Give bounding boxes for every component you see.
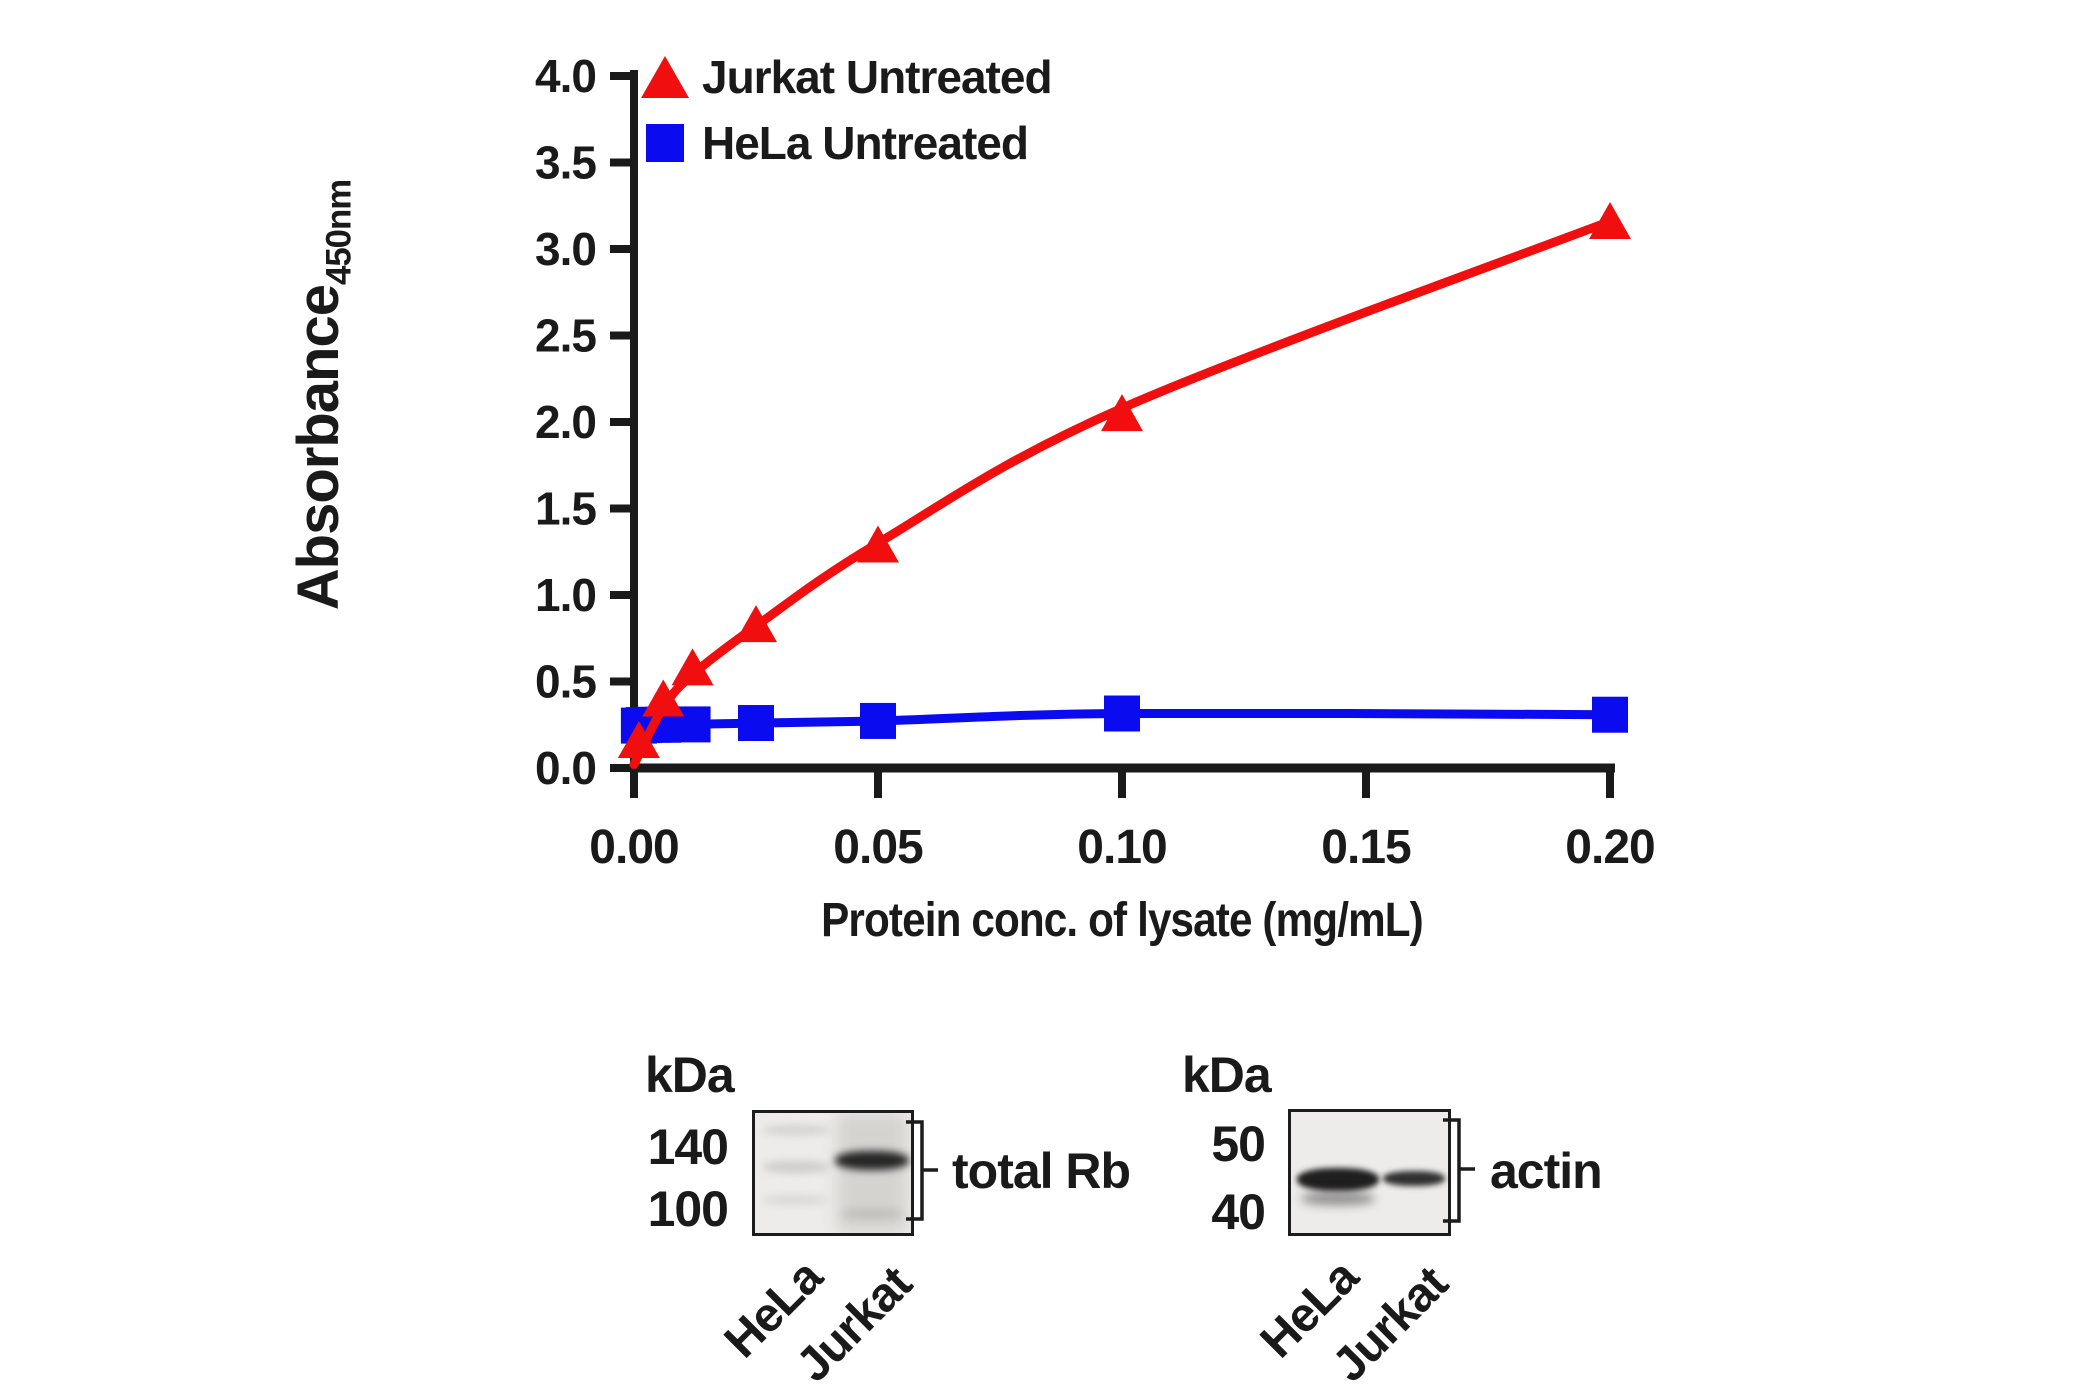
data-point-square — [738, 705, 774, 742]
data-point-square — [1592, 696, 1628, 733]
x-tick-label: 0.10 — [1077, 821, 1166, 874]
data-point-square — [1104, 695, 1140, 732]
data-point-triangle — [671, 648, 714, 686]
legend-marker-box — [640, 124, 690, 162]
jurkat-lane-shading — [837, 1113, 907, 1233]
mw-marker-100: 100 — [647, 1181, 729, 1237]
y-axis-title-subscript: 450nm — [319, 179, 359, 286]
target-label-total-rb: total Rb — [952, 1143, 1131, 1199]
data-point-triangle — [735, 605, 777, 643]
data-point-triangle — [1589, 202, 1631, 240]
y-axis-title: Absorbance450nm — [285, 135, 375, 655]
mw-marker-50: 50 — [1211, 1116, 1266, 1172]
legend-label-hela: HeLa Untreated — [702, 117, 1029, 169]
y-tick-label: 1.0 — [535, 569, 596, 621]
triangle-marker-icon — [641, 56, 689, 98]
square-marker-icon — [646, 124, 684, 162]
y-axis-title-text: Absorbance — [286, 285, 351, 611]
y-tick-label: 3.5 — [535, 137, 596, 189]
legend-entry-jurkat: Jurkat Untreated — [640, 46, 1053, 108]
data-point-square — [860, 702, 896, 739]
kda-header-left: kDa — [645, 1047, 735, 1103]
series-curve-triangle — [629, 216, 1615, 769]
x-tick-label: 0.05 — [833, 821, 923, 874]
band-hela-actin-lower — [1301, 1192, 1375, 1205]
chart-legend: Jurkat Untreated HeLa Untreated — [640, 46, 1053, 174]
data-point-triangle — [1101, 394, 1143, 432]
blot-image-actin — [1288, 1109, 1451, 1236]
mw-marker-140: 140 — [647, 1119, 729, 1175]
legend-marker-box — [640, 56, 690, 98]
target-label-actin: actin — [1490, 1143, 1603, 1199]
y-tick-label: 2.5 — [535, 310, 596, 362]
band-jurkat-actin — [1383, 1171, 1445, 1186]
y-tick-label: 0.0 — [535, 742, 596, 794]
x-tick-label: 0.00 — [589, 821, 678, 874]
band-hela-faint-3 — [763, 1195, 827, 1205]
band-hela-faint-2 — [763, 1161, 829, 1173]
legend-entry-hela: HeLa Untreated — [640, 112, 1052, 174]
y-tick-label: 2.0 — [535, 396, 596, 448]
y-tick-label: 4.0 — [535, 50, 596, 102]
mw-marker-40: 40 — [1211, 1184, 1266, 1240]
y-tick-label: 3.0 — [535, 223, 596, 275]
band-jurkat-faint-lower — [841, 1209, 903, 1219]
x-tick-label: 0.15 — [1321, 821, 1411, 874]
legend-label-jurkat: Jurkat Untreated — [702, 51, 1053, 103]
data-point-triangle — [857, 525, 899, 563]
band-hela-faint-1 — [763, 1125, 829, 1135]
x-tick-label: 0.20 — [1565, 821, 1654, 874]
y-tick-label: 0.5 — [535, 656, 596, 708]
kda-header-right: kDa — [1182, 1047, 1272, 1103]
data-point-triangle — [642, 679, 685, 717]
x-axis-title: Protein conc. of lysate (mg/mL) — [821, 894, 1424, 947]
data-point-triangle — [617, 721, 660, 759]
band-hela-actin — [1297, 1168, 1379, 1191]
blot-image-total-rb — [752, 1110, 914, 1236]
y-tick-label: 1.5 — [535, 483, 596, 535]
band-jurkat-total-rb — [835, 1151, 909, 1170]
elisa-chart: 0.0 0.5 1.0 1.5 2.0 2.5 3.0 3.5 4.0 0.00 0.05 0.10 0… — [535, 50, 1656, 874]
